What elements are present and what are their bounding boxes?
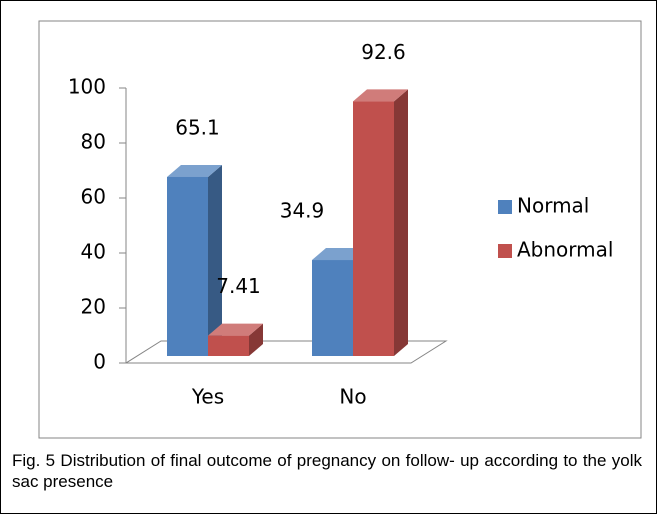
y-tick-label: 80 <box>81 130 106 154</box>
legend-swatch <box>498 244 512 258</box>
legend-label: Abnormal <box>517 238 613 262</box>
value-label: 65.1 <box>175 115 220 139</box>
legend-swatch <box>498 200 512 214</box>
value-label: 7.41 <box>216 274 261 298</box>
bar <box>167 176 208 356</box>
value-label: 92.6 <box>361 40 406 64</box>
bar-side <box>394 89 408 356</box>
bar <box>353 101 394 356</box>
floor <box>124 340 448 364</box>
bar <box>312 260 353 356</box>
bar-top <box>167 164 222 177</box>
y-tick-label: 40 <box>81 240 106 264</box>
x-tick-label: Yes <box>191 385 224 409</box>
y-tick-label: 60 <box>81 185 106 209</box>
y-tick-label: 100 <box>68 75 106 99</box>
bar-top <box>208 323 263 336</box>
y-tick-label: 20 <box>81 295 106 319</box>
caption: Fig. 5 Distribution of final outcome of … <box>12 451 642 491</box>
chart-frame <box>38 20 642 439</box>
bar-side <box>249 323 263 356</box>
bar-side <box>208 164 222 356</box>
bar-top <box>353 89 408 102</box>
value-label: 34.9 <box>280 199 325 223</box>
legend-label: Normal <box>517 194 589 218</box>
y-tick-label: 0 <box>93 350 106 374</box>
x-tick-label: No <box>339 385 366 409</box>
bar <box>208 335 249 356</box>
